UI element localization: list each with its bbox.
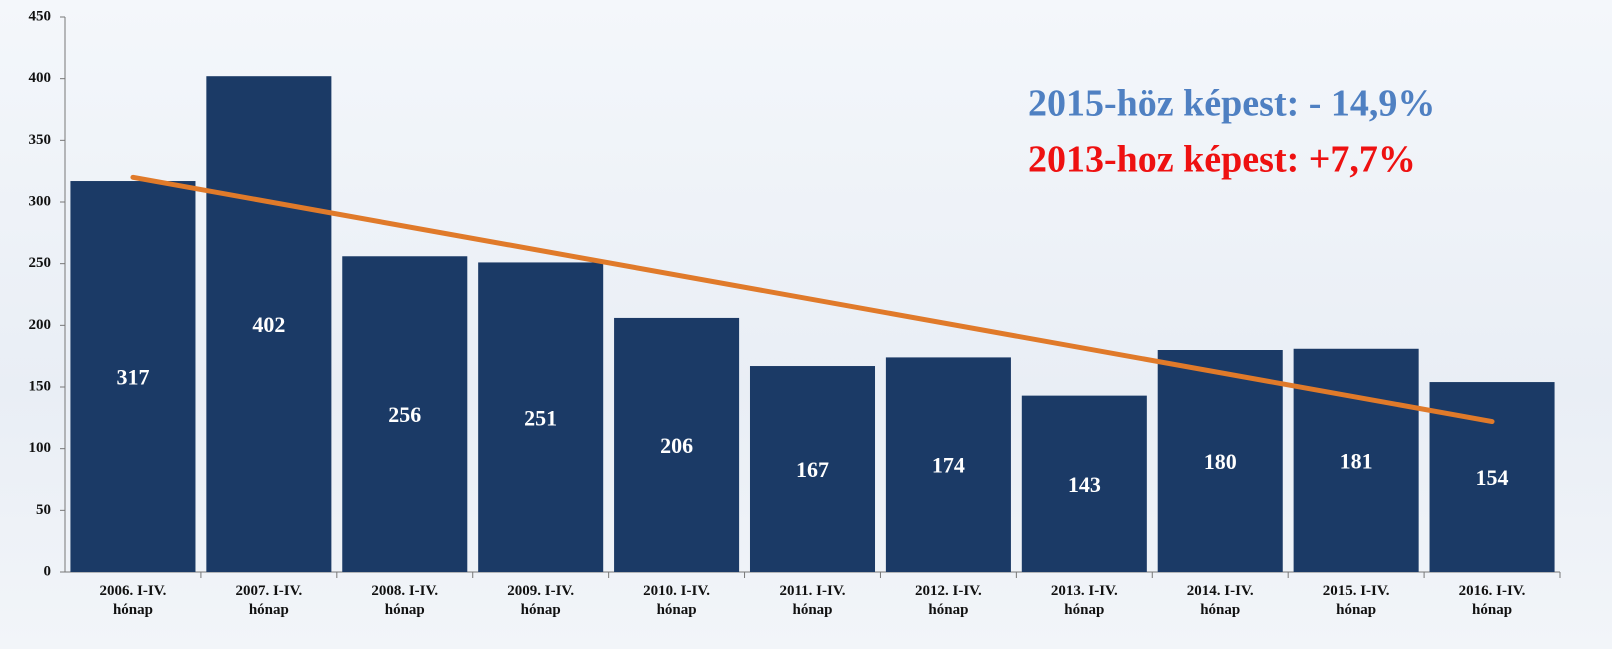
y-tick-label: 350 [29,132,52,148]
bar [206,76,332,572]
bar [70,181,196,573]
y-tick-label: 50 [36,502,51,518]
x-tick-label: 2009. I-IV. hónap [507,583,575,618]
trend-line [130,174,1495,425]
y-tick-label: 200 [29,317,52,333]
y-tick-label: 150 [29,378,52,394]
annotation: 2013-hoz képest: +7,7% [1028,139,1416,181]
x-tick-label: 2013. I-IV. hónap [1050,583,1118,618]
bar [885,357,1011,572]
x-tick-label: 2007. I-IV. hónap [235,583,303,618]
y-tick-label: 0 [44,563,52,579]
x-tick-label: 2006. I-IV. hónap [99,583,167,618]
x-tick-label: 2015. I-IV. hónap [1322,583,1390,618]
value-label: 317 [116,365,149,390]
value-label: 167 [796,457,829,482]
y-tick-label: 250 [29,255,52,271]
y-tick-label: 100 [29,440,52,456]
x-tick-label: 2011. I-IV. hónap [779,583,846,618]
value-label: 143 [1068,472,1101,497]
y-tick-label: 300 [29,193,52,209]
value-label: 181 [1340,448,1373,473]
value-label: 251 [524,405,557,430]
bar [478,262,604,572]
bar [1021,395,1147,572]
value-label: 180 [1204,449,1237,474]
y-tick-label: 400 [29,70,52,86]
bar [342,256,468,572]
bar [614,317,740,572]
value-label: 206 [660,433,693,458]
bar [1293,348,1419,572]
y-tick-label: 450 [29,8,52,24]
value-label: 402 [252,312,285,337]
annotation: 2015-höz képest: - 14,9% [1028,83,1435,125]
value-label: 154 [1476,465,1509,490]
x-tick-label: 2014. I-IV. hónap [1186,583,1254,618]
value-label: 174 [932,453,965,478]
x-tick-label: 2010. I-IV. hónap [643,583,710,618]
bar [1157,350,1283,572]
x-tick-label: 2016. I-IV. hónap [1458,583,1526,618]
x-tick-label: 2008. I-IV. hónap [371,583,439,618]
bar [749,366,876,572]
x-tick-label: 2012. I-IV. hónap [914,583,982,618]
value-label: 256 [388,402,421,427]
